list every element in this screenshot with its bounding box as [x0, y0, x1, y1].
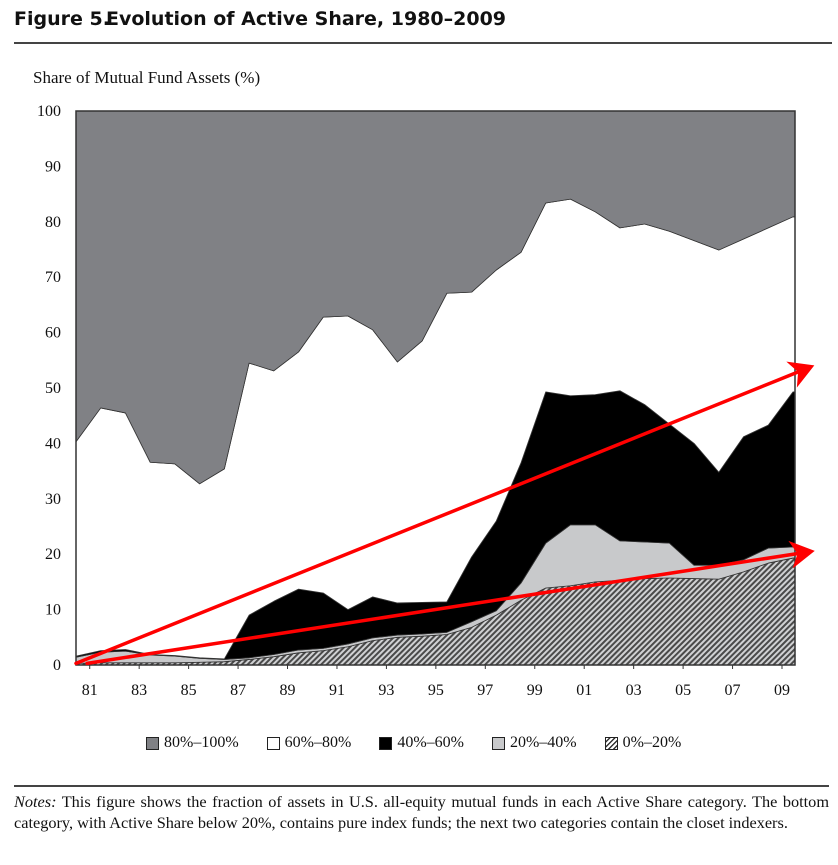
legend-label: 20%–40%	[509, 734, 577, 751]
notes-text: This figure shows the fraction of assets…	[14, 792, 829, 832]
x-tick-label: 83	[131, 682, 147, 699]
legend-item-40-60: 40%–60%	[379, 734, 464, 752]
figure-title: Figure 5.Evolution of Active Share, 1980…	[14, 8, 506, 30]
upper-trend-arrow	[74, 361, 815, 666]
legend-item-80-100: 80%–100%	[146, 734, 239, 752]
legend-item-20-40: 20%–40%	[491, 734, 577, 752]
x-tick-label: 03	[626, 682, 642, 699]
figure-notes: Notes: This figure shows the fraction of…	[14, 791, 829, 833]
legend-swatch-white	[266, 736, 280, 750]
x-tick-label: 09	[774, 682, 790, 699]
legend-label: 80%–100%	[164, 734, 239, 751]
y-tick-label: 10	[45, 602, 61, 619]
y-tick-label: 40	[45, 435, 61, 452]
x-tick-label: 93	[378, 682, 394, 699]
x-tick-label: 89	[280, 682, 296, 699]
x-tick-label: 85	[181, 682, 197, 699]
y-axis-label: Share of Mutual Fund Assets (%)	[33, 68, 261, 87]
legend-label: 40%–60%	[397, 734, 464, 751]
legend-swatch-hatched	[604, 736, 618, 750]
legend-label: 60%–80%	[284, 734, 352, 751]
figure-title-text: Evolution of Active Share, 1980–2009	[106, 8, 507, 30]
y-tick-label: 20	[45, 546, 61, 563]
y-tick-label: 50	[45, 380, 61, 397]
x-tick-label: 81	[82, 682, 98, 699]
x-tick-label: 01	[576, 682, 592, 699]
y-tick-label: 100	[37, 103, 61, 120]
y-tick-label: 60	[45, 325, 61, 342]
y-tick-label: 70	[45, 269, 61, 286]
y-tick-label: 0	[53, 657, 61, 674]
x-tick-label: 91	[329, 682, 345, 699]
figure-number: Figure 5.	[14, 8, 110, 30]
x-tick-label: 99	[527, 682, 543, 699]
lower-trend-arrow	[85, 540, 815, 666]
x-tick-label: 95	[428, 682, 444, 699]
legend-swatch-black	[379, 736, 393, 750]
x-tick-label: 87	[230, 682, 246, 699]
notes-lead: Notes:	[14, 792, 57, 811]
y-tick-label: 30	[45, 491, 61, 508]
title-rule	[14, 42, 832, 44]
x-tick-label: 97	[477, 682, 493, 699]
legend-item-60-80: 60%–80%	[266, 734, 352, 752]
y-tick-label: 80	[45, 214, 61, 231]
x-tick-label: 07	[725, 682, 741, 699]
x-tick-label: 05	[675, 682, 691, 699]
legend: 80%–100% 60%–80% 40%–60% 20%–40% 0%–20%	[146, 734, 681, 752]
legend-swatch-dark-gray	[146, 736, 159, 750]
legend-item-0-20: 0%–20%	[604, 734, 682, 752]
legend-label: 0%–20%	[622, 734, 682, 751]
notes-rule	[14, 785, 829, 787]
legend-swatch-light-gray	[491, 736, 505, 750]
y-tick-label: 90	[45, 158, 61, 175]
